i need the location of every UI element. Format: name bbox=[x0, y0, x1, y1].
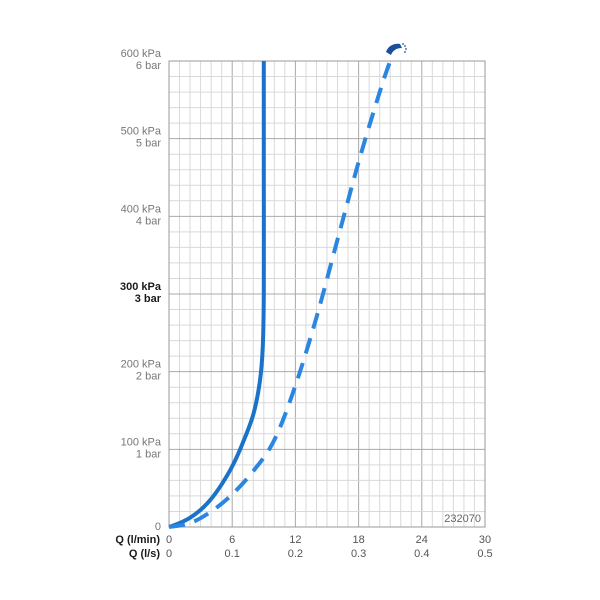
x-tick-label-ls: 0.4 bbox=[414, 548, 429, 560]
x-tick-label-lmin: 0 bbox=[166, 534, 172, 546]
x-tick-label-lmin: 12 bbox=[289, 534, 301, 546]
x-tick-label-lmin: 6 bbox=[229, 534, 235, 546]
series bbox=[168, 60, 393, 529]
shower-head-icon bbox=[386, 43, 407, 55]
y-tick-label-bar: 5 bar bbox=[136, 138, 161, 150]
y-tick-label-kpa: 300 kPa bbox=[120, 281, 162, 293]
x-axis-label-lmin: Q (l/min) bbox=[115, 534, 160, 546]
y-tick-label-kpa: 200 kPa bbox=[121, 359, 162, 371]
x-tick-label-lmin: 30 bbox=[479, 534, 491, 546]
x-tick-label-ls: 0.3 bbox=[351, 548, 366, 560]
x-tick-label-ls: 0.2 bbox=[288, 548, 303, 560]
grid bbox=[168, 60, 486, 528]
chart-code-label: 232070 bbox=[444, 513, 481, 525]
y-tick-label-kpa: 100 kPa bbox=[121, 436, 162, 448]
y-tick-label-kpa: 500 kPa bbox=[121, 126, 162, 138]
y-tick-label-kpa: 400 kPa bbox=[121, 203, 162, 215]
x-axis-ticks: 0 6 12 18 24 30 0 0.1 0.2 0.3 0.4 0.5 bbox=[166, 534, 493, 560]
x-tick-label-ls: 0.5 bbox=[477, 548, 492, 560]
y-tick-label-zero: 0 bbox=[155, 521, 161, 533]
plot-border bbox=[168, 60, 486, 528]
y-tick-label-bar: 4 bar bbox=[136, 215, 161, 227]
x-axis-label-ls: Q (l/s) bbox=[129, 548, 161, 560]
y-tick-label-bar: 6 bar bbox=[136, 60, 161, 72]
x-tick-label-lmin: 18 bbox=[352, 534, 364, 546]
x-tick-label-ls: 0.1 bbox=[225, 548, 240, 560]
x-tick-label-lmin: 24 bbox=[416, 534, 428, 546]
series-line-dashed bbox=[168, 60, 393, 529]
x-tick-label-ls: 0 bbox=[166, 548, 172, 560]
y-tick-label-kpa: 600 kPa bbox=[121, 48, 162, 60]
y-tick-label-bar: 1 bar bbox=[136, 448, 161, 460]
series-line-solid bbox=[168, 61, 266, 529]
y-tick-label-bar: 3 bar bbox=[135, 293, 162, 305]
y-tick-label-bar: 2 bar bbox=[136, 371, 161, 383]
